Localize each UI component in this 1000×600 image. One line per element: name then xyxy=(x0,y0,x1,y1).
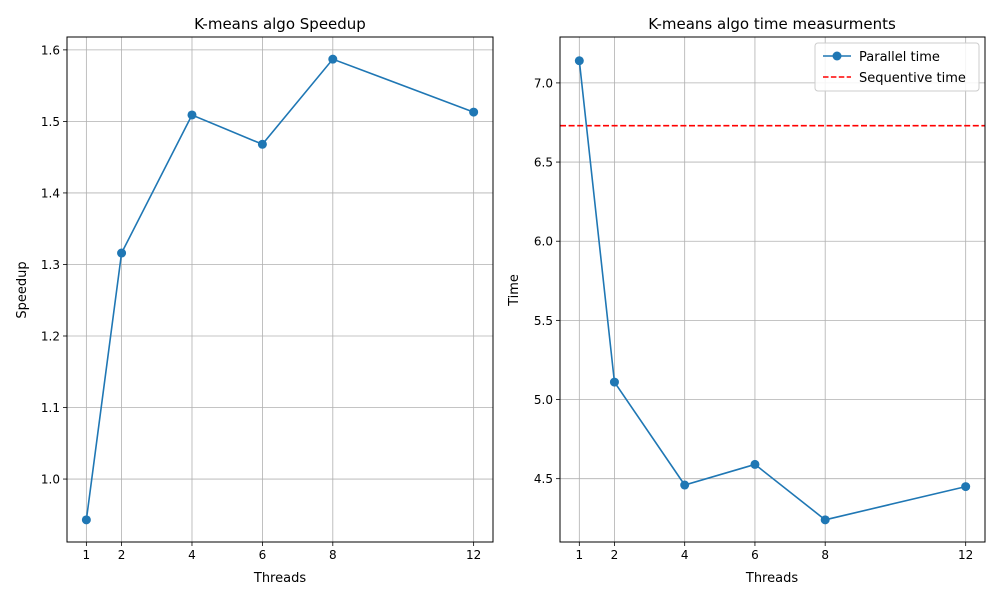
y-ticks: 1.0 1.1 1.2 1.3 1.4 1.5 1.6 xyxy=(41,43,67,487)
data-point xyxy=(574,56,584,66)
data-point xyxy=(469,107,479,117)
speedup-chart: K-means algo Speedup 1 2 4 6 8 12 1.01.11.21.… xyxy=(15,15,494,586)
x-tick-label: 6 xyxy=(751,548,759,562)
x-tick-label: 4 xyxy=(188,548,196,562)
y-tick-label: 4.5 xyxy=(534,472,553,486)
x-axis-label: Threads xyxy=(745,571,798,586)
grid xyxy=(67,37,493,542)
data-point xyxy=(328,54,338,64)
legend-marker-parallel xyxy=(832,51,842,61)
chart-title: K-means algo time measurments xyxy=(648,15,896,33)
y-tick-label: 6.0 xyxy=(534,235,553,249)
y-tick-label: 5.0 xyxy=(534,393,553,407)
plot-frame xyxy=(66,36,494,543)
series xyxy=(560,56,985,525)
legend-label-sequential: Sequentive time xyxy=(859,71,966,86)
x-tick-label: 1 xyxy=(575,548,583,562)
y-tick-label: 1.2 xyxy=(41,329,60,343)
x-tick-label: 8 xyxy=(821,548,829,562)
y-tick-label: 1.0 xyxy=(41,473,60,487)
plot-frame xyxy=(559,36,986,543)
x-tick-label: 2 xyxy=(118,548,126,562)
data-point xyxy=(820,515,830,525)
x-tick-label: 1 xyxy=(83,548,91,562)
x-tick-label: 8 xyxy=(329,548,337,562)
chart-title: K-means algo Speedup xyxy=(194,15,366,33)
x-tick-label: 12 xyxy=(466,548,481,562)
y-axis-label: Speedup xyxy=(15,261,30,318)
grid xyxy=(560,37,985,542)
series xyxy=(81,54,479,525)
y-ticks: 4.5 5.0 5.5 6.0 6.5 7.0 xyxy=(534,76,560,486)
legend: Parallel time Sequentive time xyxy=(814,42,980,92)
series-line xyxy=(85,58,474,520)
y-tick-label: 6.5 xyxy=(534,156,553,170)
x-ticks: 1 2 4 6 8 12 xyxy=(575,542,973,562)
data-point xyxy=(81,515,91,525)
y-tick-label: 1.1 xyxy=(41,401,60,415)
x-tick-label: 6 xyxy=(259,548,267,562)
x-tick-label: 4 xyxy=(681,548,689,562)
legend-label-parallel: Parallel time xyxy=(859,50,940,65)
data-point xyxy=(680,480,690,490)
y-tick-label: 7.0 xyxy=(534,76,553,90)
y-axis-label: Time xyxy=(507,274,522,307)
series-line xyxy=(578,60,966,521)
y-tick-label: 1.4 xyxy=(41,186,60,200)
data-point xyxy=(187,110,197,120)
y-tick-label: 5.5 xyxy=(534,314,553,328)
legend-box xyxy=(814,42,980,92)
time-chart: K-means algo time measurments 1 2 4 6 8 12 4.… xyxy=(507,15,986,586)
x-axis-label: Threads xyxy=(253,571,306,586)
data-point xyxy=(961,482,971,492)
y-tick-label: 1.5 xyxy=(41,115,60,129)
data-point xyxy=(609,377,619,387)
x-ticks: 1 2 4 6 8 12 xyxy=(83,542,481,562)
data-point xyxy=(117,248,127,258)
x-tick-label: 2 xyxy=(611,548,619,562)
data-point xyxy=(257,139,267,149)
y-tick-label: 1.3 xyxy=(41,258,60,272)
data-point xyxy=(750,459,760,469)
x-tick-label: 12 xyxy=(958,548,973,562)
y-tick-label: 1.6 xyxy=(41,43,60,57)
